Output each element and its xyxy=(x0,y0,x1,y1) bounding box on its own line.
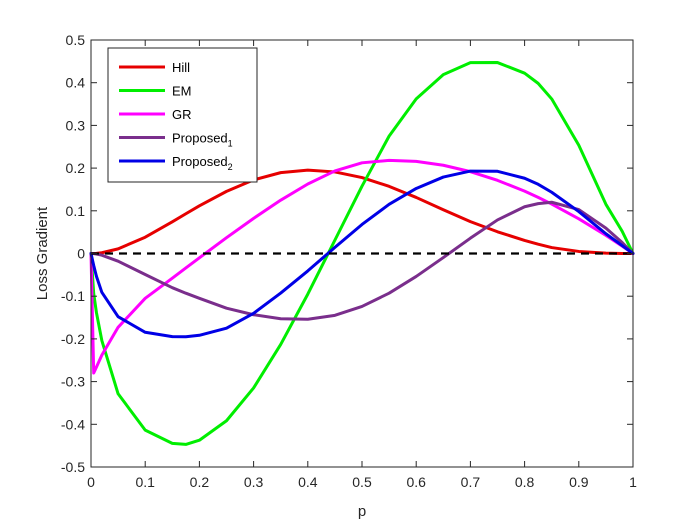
y-tick-label: -0.3 xyxy=(61,374,85,390)
y-tick-label: 0 xyxy=(77,246,85,262)
series-layer xyxy=(89,61,635,446)
x-tick-label: 0.3 xyxy=(244,474,264,490)
y-tick-label: 0.5 xyxy=(66,32,86,48)
x-axis-label: p xyxy=(358,503,366,520)
y-tick-label: -0.2 xyxy=(61,331,85,347)
y-tick-label: -0.1 xyxy=(61,288,85,304)
axes-layer: 0 0.1 0.2 0.3 0.4 0.5 0.6 0.7 0.8 0.9 1 -0.5 -0.4 -0.… xyxy=(61,32,637,490)
x-tick-label: 0.7 xyxy=(461,474,481,490)
legend-entry-label: Proposed2 xyxy=(172,154,233,172)
series-line-em xyxy=(89,61,635,446)
y-tick-label: -0.4 xyxy=(61,416,85,432)
x-tick-label: 0.4 xyxy=(298,474,318,490)
x-tick-label: 0.1 xyxy=(135,474,155,490)
y-tick-label: -0.5 xyxy=(61,459,85,475)
series-line-proposed-2 xyxy=(89,169,635,339)
x-tick-label: 0 xyxy=(87,474,95,490)
legend: Hill EM GR Proposed1 Proposed2 xyxy=(107,47,258,183)
legend-entry-label: Proposed1 xyxy=(172,131,233,149)
y-tick-label: 0.1 xyxy=(66,203,86,219)
legend-entry-label: EM xyxy=(172,84,192,99)
x-tick-label: 0.8 xyxy=(515,474,535,490)
x-tick-label: 0.5 xyxy=(352,474,372,490)
legend-entry-label: Hill xyxy=(172,60,190,75)
y-tick-label: 0.3 xyxy=(66,117,86,133)
legend-entry-label: GR xyxy=(172,107,192,122)
y-tick-label: 0.2 xyxy=(66,160,86,176)
x-tick-label: 1 xyxy=(629,474,637,490)
x-tick-label: 0.6 xyxy=(406,474,426,490)
x-tick-label: 0.9 xyxy=(569,474,589,490)
series-line-proposed-1 xyxy=(89,200,635,321)
x-tick-label: 0.2 xyxy=(190,474,210,490)
y-axis-label: Loss Gradient xyxy=(34,206,51,300)
y-tick-label: 0.4 xyxy=(66,75,86,91)
